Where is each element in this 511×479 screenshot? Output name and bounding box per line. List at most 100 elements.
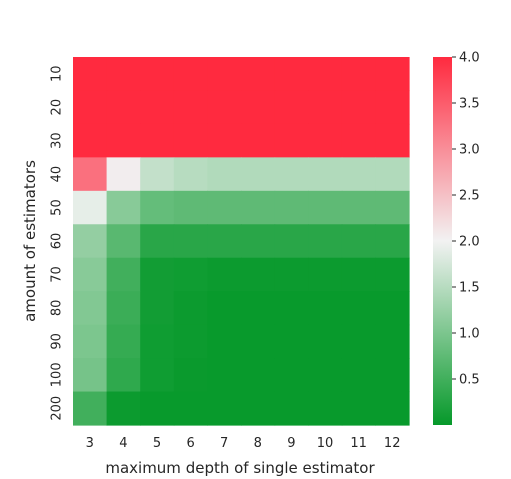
y-tick-label: 80 xyxy=(50,300,65,317)
heatmap-cell-70-6 xyxy=(173,257,208,292)
heatmap-cell-20-6 xyxy=(173,90,208,125)
heatmap-cell-60-10 xyxy=(308,224,343,259)
heatmap-cell-30-12 xyxy=(375,123,410,158)
heatmap-cell-20-12 xyxy=(375,90,410,125)
heatmap-cell-70-4 xyxy=(106,257,141,292)
heatmap-cell-50-7 xyxy=(207,190,242,225)
colorbar-tick-label: 2.0 xyxy=(459,235,480,250)
heatmap-cell-80-6 xyxy=(173,291,208,326)
heatmap-cell-50-8 xyxy=(241,190,276,225)
heatmap-cell-100-10 xyxy=(308,358,343,393)
heatmap-cell-100-9 xyxy=(274,358,309,393)
heatmap-cell-30-9 xyxy=(274,123,309,158)
heatmap-cell-50-9 xyxy=(274,190,309,225)
heatmap-cell-40-4 xyxy=(106,157,141,192)
heatmap-cell-80-10 xyxy=(308,291,343,326)
heatmap-cell-10-12 xyxy=(375,57,410,92)
heatmap-cell-10-9 xyxy=(274,57,309,92)
heatmap-cell-10-10 xyxy=(308,57,343,92)
heatmap-cell-80-12 xyxy=(375,291,410,326)
x-tick-label: 8 xyxy=(254,436,262,451)
y-tick-label: 100 xyxy=(50,362,65,387)
heatmap-cell-90-9 xyxy=(274,324,309,359)
colorbar-tick-label: 0.5 xyxy=(459,373,480,388)
heatmap-cell-90-3 xyxy=(73,324,108,359)
y-tick-label: 20 xyxy=(50,99,65,116)
heatmap-cell-40-10 xyxy=(308,157,343,192)
x-tick-label: 10 xyxy=(317,436,334,451)
heatmap-cell-60-6 xyxy=(173,224,208,259)
heatmap-cell-30-8 xyxy=(241,123,276,158)
heatmap-cell-40-6 xyxy=(173,157,208,192)
y-axis-ticks: 10 20 30 40 50 60 70 80 90 100 200 xyxy=(50,65,65,420)
heatmap-cell-10-4 xyxy=(106,57,141,92)
heatmap-cell-30-3 xyxy=(73,123,108,158)
heatmap-cell-40-3 xyxy=(73,157,108,192)
y-tick-label: 60 xyxy=(50,233,65,250)
heatmap-cell-90-4 xyxy=(106,324,141,359)
heatmap-cell-70-10 xyxy=(308,257,343,292)
heatmap-cell-80-7 xyxy=(207,291,242,326)
heatmap-cell-40-12 xyxy=(375,157,410,192)
y-axis-label: amount of estimators xyxy=(21,160,39,322)
heatmap-cell-100-11 xyxy=(341,358,376,393)
heatmap-cell-20-9 xyxy=(274,90,309,125)
heatmap-cell-100-3 xyxy=(73,358,108,393)
x-tick-label: 6 xyxy=(186,436,194,451)
heatmap-cell-70-11 xyxy=(341,257,376,292)
heatmap-cell-200-8 xyxy=(241,391,276,426)
heatmap-cell-50-5 xyxy=(140,190,175,225)
heatmap-cell-10-8 xyxy=(241,57,276,92)
heatmap-cell-40-7 xyxy=(207,157,242,192)
x-axis-label: maximum depth of single estimator xyxy=(105,459,375,477)
heatmap-cell-80-11 xyxy=(341,291,376,326)
y-tick-label: 50 xyxy=(50,199,65,216)
y-tick-label: 90 xyxy=(50,333,65,350)
heatmap-cell-80-3 xyxy=(73,291,108,326)
x-axis-ticks: 3 4 5 6 7 8 9 10 11 12 xyxy=(86,436,401,451)
colorbar-tick-label: 3.0 xyxy=(459,143,480,158)
heatmap-cell-200-10 xyxy=(308,391,343,426)
heatmap-cell-200-12 xyxy=(375,391,410,426)
heatmap-cell-20-4 xyxy=(106,90,141,125)
heatmap-cells xyxy=(73,57,410,426)
heatmap-cell-70-5 xyxy=(140,257,175,292)
heatmap-cell-60-11 xyxy=(341,224,376,259)
y-tick-label: 70 xyxy=(50,266,65,283)
heatmap-cell-40-11 xyxy=(341,157,376,192)
heatmap-cell-40-5 xyxy=(140,157,175,192)
heatmap-cell-40-9 xyxy=(274,157,309,192)
heatmap-cell-70-3 xyxy=(73,257,108,292)
heatmap-cell-100-8 xyxy=(241,358,276,393)
heatmap-cell-30-6 xyxy=(173,123,208,158)
y-tick-label: 30 xyxy=(50,132,65,149)
heatmap-cell-100-7 xyxy=(207,358,242,393)
heatmap-cell-10-3 xyxy=(73,57,108,92)
heatmap-cell-50-4 xyxy=(106,190,141,225)
heatmap-cell-60-3 xyxy=(73,224,108,259)
heatmap-cell-70-8 xyxy=(241,257,276,292)
colorbar-tick-label: 2.5 xyxy=(459,189,480,204)
heatmap-cell-50-12 xyxy=(375,190,410,225)
heatmap-cell-70-7 xyxy=(207,257,242,292)
colorbar-tick-label: 4.0 xyxy=(459,51,480,66)
heatmap-cell-200-6 xyxy=(173,391,208,426)
colorbar-tick-label: 1.0 xyxy=(459,327,480,342)
heatmap-cell-30-7 xyxy=(207,123,242,158)
heatmap-cell-20-11 xyxy=(341,90,376,125)
heatmap-cell-80-9 xyxy=(274,291,309,326)
heatmap-cell-60-8 xyxy=(241,224,276,259)
x-tick-label: 11 xyxy=(350,436,367,451)
heatmap-cell-60-5 xyxy=(140,224,175,259)
heatmap-cell-50-3 xyxy=(73,190,108,225)
heatmap-cell-200-9 xyxy=(274,391,309,426)
heatmap-cell-60-4 xyxy=(106,224,141,259)
colorbar-ticks: 0.5 1.0 1.5 2.0 2.5 3.0 3.5 4.0 xyxy=(452,51,480,388)
heatmap-cell-90-8 xyxy=(241,324,276,359)
heatmap-cell-80-5 xyxy=(140,291,175,326)
heatmap-cell-30-11 xyxy=(341,123,376,158)
heatmap-cell-20-10 xyxy=(308,90,343,125)
colorbar xyxy=(433,57,452,425)
heatmap-cell-10-5 xyxy=(140,57,175,92)
heatmap-cell-10-6 xyxy=(173,57,208,92)
